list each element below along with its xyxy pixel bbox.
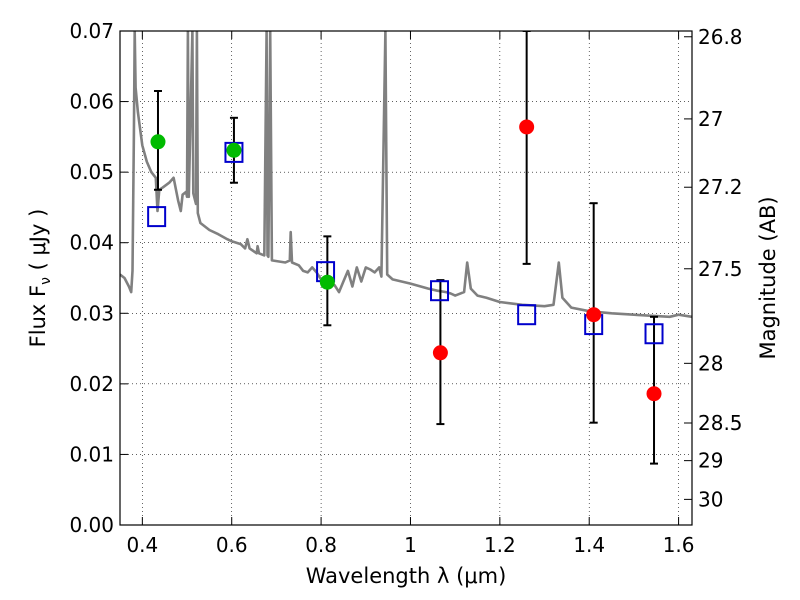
y2-tick-label: 30	[698, 487, 723, 511]
y-tick-label: 0.07	[69, 19, 114, 43]
grid-lines	[120, 30, 692, 526]
green-data-point	[150, 134, 166, 150]
y-tick-label: 0.05	[69, 160, 114, 184]
y-tick-label: 0.06	[69, 90, 114, 114]
y2-tick-label: 27.5	[698, 257, 743, 281]
y2-tick-label: 27.2	[698, 175, 743, 199]
spectrum-line	[120, 31, 692, 319]
model-square-point	[147, 206, 167, 228]
y2-tick-label: 28.5	[698, 411, 743, 435]
x-tick-label: 1.6	[663, 533, 695, 557]
red-data-point	[519, 119, 535, 135]
y-tick-label: 0.00	[69, 513, 114, 537]
y2-tick-label: 28	[698, 351, 723, 375]
y2-axis-title: Magnitude (AB)	[756, 196, 780, 359]
plot-frame	[119, 30, 693, 526]
plot-area	[120, 31, 692, 465]
green-data-point	[226, 142, 242, 158]
red-data-point	[586, 307, 602, 323]
x-axis-title: Wavelength λ (μm)	[306, 564, 507, 588]
model-square-point	[517, 304, 537, 326]
y-tick-label: 0.01	[69, 442, 114, 466]
y2-tick-label: 29	[698, 449, 723, 473]
y2-tick-label: 26.8	[698, 25, 743, 49]
x-tick-label: 0.6	[216, 533, 248, 557]
x-tick-label: 1.4	[573, 533, 605, 557]
axis-ticks	[120, 30, 692, 526]
x-tick-label: 1	[404, 533, 417, 557]
y-tick-label: 0.02	[69, 372, 114, 396]
x-tick-label: 1.2	[484, 533, 516, 557]
red-data-point	[646, 386, 662, 402]
y-tick-label: 0.04	[69, 231, 114, 255]
model-square-point	[430, 280, 450, 302]
green-data-point	[319, 274, 335, 290]
y-axis-title: Flux Fν ( μJy )	[26, 209, 54, 348]
tick-labels: 0.4 0.6 0.8 1 1.2 1.4 1.6 0.00 0.01 0.02 0.03 0.04 0…	[69, 19, 742, 557]
x-tick-label: 0.4	[126, 533, 158, 557]
y-tick-label: 0.03	[69, 301, 114, 325]
y2-tick-label: 27	[698, 107, 723, 131]
x-tick-label: 0.8	[305, 533, 337, 557]
model-square-point	[644, 323, 664, 345]
red-data-point	[432, 345, 448, 361]
